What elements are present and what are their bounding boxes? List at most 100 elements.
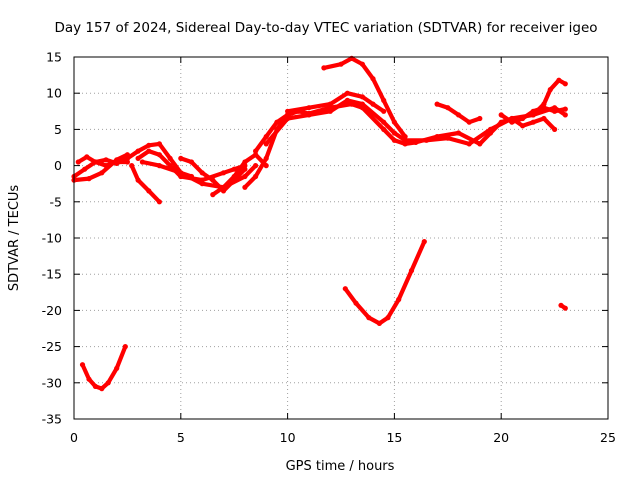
data-point — [285, 115, 291, 122]
data-point — [139, 159, 145, 165]
chart-title: Day 157 of 2024, Sidereal Day-to-day VTE… — [54, 20, 597, 36]
data-point — [338, 61, 344, 67]
data-point — [156, 163, 162, 169]
y-tick-label: 0 — [54, 158, 62, 173]
data-point — [114, 365, 120, 371]
data-point — [552, 108, 558, 114]
data-point — [103, 157, 109, 163]
data-point — [562, 112, 568, 118]
y-tick-label: -20 — [42, 303, 62, 318]
data-point — [99, 170, 105, 176]
data-point — [477, 141, 483, 147]
data-point — [220, 184, 227, 190]
data-point — [391, 137, 397, 143]
data-point — [547, 87, 553, 93]
data-point — [552, 126, 558, 132]
data-point — [188, 159, 195, 165]
data-point — [135, 155, 141, 161]
data-point — [122, 344, 128, 350]
data-point — [530, 112, 536, 118]
data-point — [210, 177, 216, 183]
data-point — [466, 119, 472, 125]
data-point — [366, 315, 372, 321]
data-point — [79, 362, 86, 368]
data-point — [391, 119, 397, 125]
data-point — [263, 134, 269, 140]
data-point — [327, 108, 333, 114]
data-point — [146, 142, 152, 148]
data-series-group — [71, 55, 568, 392]
data-point — [391, 130, 397, 136]
data-point — [421, 239, 427, 245]
data-point — [342, 286, 348, 292]
x-tick-label: 25 — [600, 430, 616, 445]
y-tick-label: 10 — [46, 86, 62, 101]
data-point — [263, 155, 269, 161]
data-point — [381, 97, 387, 103]
data-point — [75, 159, 81, 165]
series-line-trace-19 — [343, 239, 427, 326]
data-point — [167, 155, 173, 161]
data-point — [396, 296, 402, 303]
data-point — [381, 108, 387, 114]
y-tick-label: -10 — [42, 231, 62, 246]
data-point — [423, 137, 429, 143]
data-point — [253, 152, 259, 158]
data-point — [129, 163, 135, 169]
y-tick-label: 5 — [54, 122, 62, 137]
data-point — [509, 119, 515, 125]
y-tick-label: -15 — [42, 267, 62, 282]
data-point — [178, 155, 184, 161]
data-point — [520, 115, 526, 122]
data-point — [359, 94, 365, 100]
data-point — [353, 300, 359, 306]
data-point — [541, 101, 547, 107]
data-point — [82, 166, 88, 172]
data-point — [359, 61, 365, 67]
x-tick-label: 20 — [493, 430, 509, 445]
y-tick-label: -25 — [42, 339, 62, 354]
data-point — [146, 148, 152, 154]
data-point — [135, 148, 141, 154]
data-point — [562, 81, 568, 87]
data-point — [199, 181, 205, 187]
data-point — [231, 173, 237, 180]
data-point — [498, 112, 504, 118]
data-point — [385, 315, 391, 321]
data-point — [242, 173, 248, 180]
series-line-trace-5 — [129, 163, 162, 204]
data-point — [135, 177, 141, 183]
data-point — [199, 170, 205, 176]
data-point — [402, 134, 408, 140]
data-point — [105, 380, 111, 386]
data-point — [558, 302, 564, 308]
data-point — [146, 188, 152, 194]
data-point — [114, 160, 120, 166]
data-point — [455, 130, 462, 136]
data-point — [402, 141, 408, 147]
data-point — [381, 126, 387, 132]
data-point — [445, 105, 451, 111]
data-point — [477, 115, 483, 122]
data-point — [408, 268, 415, 274]
data-point — [306, 112, 312, 118]
data-point — [487, 126, 494, 132]
tick-labels: 0 5 10 15 20 25 -35 -30 -25 -20 -15 -10 -5 0 5 10 15 — [42, 50, 616, 446]
data-point — [455, 112, 462, 118]
data-point — [445, 135, 451, 141]
data-point — [86, 176, 92, 182]
y-tick-label: 15 — [46, 50, 62, 65]
data-point — [376, 320, 382, 326]
x-tick-label: 10 — [280, 430, 296, 445]
data-point — [253, 163, 259, 169]
data-point — [84, 154, 90, 160]
y-axis-label: SDTVAR / TECUs — [7, 185, 22, 292]
data-point — [327, 101, 333, 107]
data-point — [92, 159, 98, 165]
data-point — [285, 108, 291, 114]
data-point — [306, 105, 312, 111]
data-point — [381, 119, 387, 125]
data-point — [274, 119, 280, 125]
y-tick-label: -30 — [42, 375, 62, 390]
data-point — [156, 152, 162, 158]
